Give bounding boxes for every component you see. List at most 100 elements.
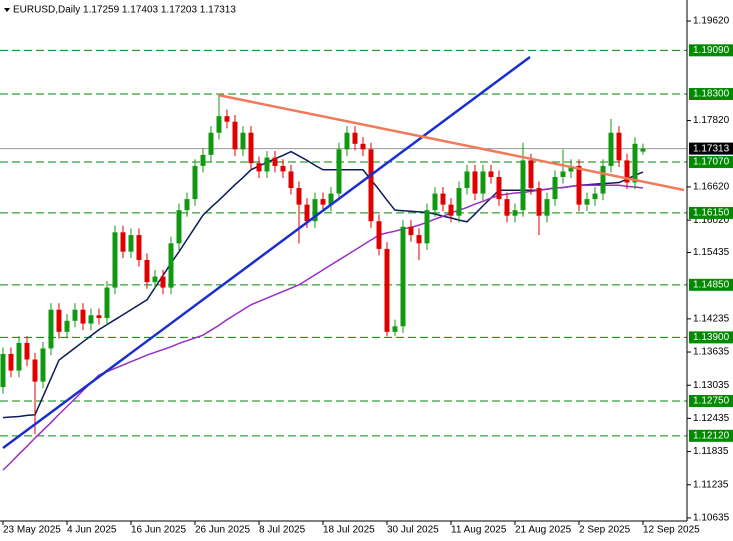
level-label-box	[689, 206, 733, 219]
level-label: 1.19090	[693, 45, 730, 56]
candle-body	[592, 193, 598, 200]
level-label-box	[689, 88, 733, 101]
candle-body	[112, 232, 118, 288]
level-label-box	[689, 278, 733, 291]
candle-body	[248, 132, 254, 164]
candle-body	[384, 248, 390, 332]
candle-body	[552, 176, 558, 200]
candle-body	[576, 165, 582, 205]
candle-body	[504, 199, 510, 216]
candle-body	[608, 132, 614, 166]
candle-body	[536, 188, 542, 216]
candle-body	[376, 221, 382, 249]
candle-body	[8, 353, 14, 371]
levels-layer	[0, 49, 687, 437]
level-label: 1.12120	[693, 430, 730, 441]
candle-body	[176, 210, 182, 244]
y-tick-label: 1.12435	[693, 413, 730, 424]
candle-body	[400, 226, 406, 327]
x-tick-label: 12 Sep 2025	[643, 525, 700, 536]
level-label-box	[689, 394, 733, 407]
candle-body	[304, 204, 310, 222]
level-label-box	[689, 429, 733, 442]
x-tick-label: 8 Jul 2025	[259, 525, 306, 536]
current-price-box	[689, 142, 733, 155]
moving-average	[2, 184, 644, 471]
x-tick-label: 23 May 2025	[3, 525, 61, 536]
candle-body	[544, 199, 550, 216]
level-label: 1.14850	[693, 279, 730, 290]
candle-body	[296, 188, 302, 205]
candle-body	[456, 188, 462, 216]
y-tick-label: 1.14235	[693, 313, 730, 324]
candle-body	[104, 287, 110, 319]
candle-body	[312, 199, 318, 222]
candle-body	[144, 259, 150, 283]
candle-body	[560, 171, 566, 177]
candle-body	[24, 342, 30, 360]
candle-body	[40, 348, 46, 382]
candle-body	[200, 154, 206, 166]
candle-body	[584, 199, 590, 205]
candle-body	[640, 148, 646, 152]
candle-body	[280, 165, 286, 172]
level-label: 1.18300	[693, 89, 730, 100]
candle-body	[72, 309, 78, 321]
candle-body	[288, 171, 294, 189]
x-tick-label: 26 Jun 2025	[195, 525, 250, 536]
candle-body	[96, 315, 102, 319]
y-tick-label: 1.13635	[693, 347, 730, 358]
candle-body	[512, 210, 518, 216]
candle-body	[120, 232, 126, 252]
candle-body	[256, 163, 262, 172]
candle-body	[232, 121, 238, 150]
candle-body	[264, 157, 270, 172]
candle-body	[192, 165, 198, 200]
candle-body	[272, 157, 278, 166]
x-tick-label: 4 Jun 2025	[67, 525, 117, 536]
candle-body	[480, 171, 486, 194]
candle-body	[488, 171, 494, 177]
candle-body	[352, 132, 358, 144]
x-tick-label: 21 Aug 2025	[515, 525, 572, 536]
level-label: 1.17070	[693, 157, 730, 168]
candle-body	[320, 199, 326, 205]
level-label-box	[689, 156, 733, 169]
x-tick-label: 11 Aug 2025	[451, 525, 507, 536]
y-tick-label: 1.13035	[693, 380, 730, 391]
level-label: 1.12750	[693, 396, 730, 407]
candle-body	[624, 160, 630, 183]
level-label: 1.13900	[693, 332, 730, 343]
candle-body	[344, 132, 350, 150]
candle-body	[328, 193, 334, 205]
candle-body	[520, 160, 526, 211]
candle-body	[184, 199, 190, 211]
candle-body	[48, 309, 54, 349]
candle-body	[0, 353, 6, 388]
candle-body	[128, 235, 134, 252]
candle-body	[360, 143, 366, 150]
x-tick-label: 2 Sep 2025	[579, 525, 631, 536]
candle-body	[208, 132, 214, 155]
y-tick-label: 1.17820	[693, 115, 730, 126]
level-label: 1.16150	[693, 208, 730, 219]
candle-body	[160, 276, 166, 288]
candle-body	[152, 276, 158, 283]
plot-layer	[0, 94, 646, 471]
title-icon	[4, 8, 10, 12]
x-tick-label: 16 Jun 2025	[131, 525, 186, 536]
y-tick-label: 1.16020	[693, 215, 730, 226]
candle-body	[32, 359, 38, 382]
candle-body	[528, 160, 534, 189]
candle-body	[240, 132, 246, 150]
candle-body	[80, 309, 86, 324]
candle-body	[616, 132, 622, 161]
candle-body	[632, 143, 638, 183]
candle-body	[224, 116, 230, 122]
y-tick-label: 1.11835	[693, 446, 729, 457]
candle-body	[568, 165, 574, 172]
candle-body	[472, 171, 478, 194]
candle-body	[392, 326, 398, 332]
candle-body	[464, 171, 470, 189]
